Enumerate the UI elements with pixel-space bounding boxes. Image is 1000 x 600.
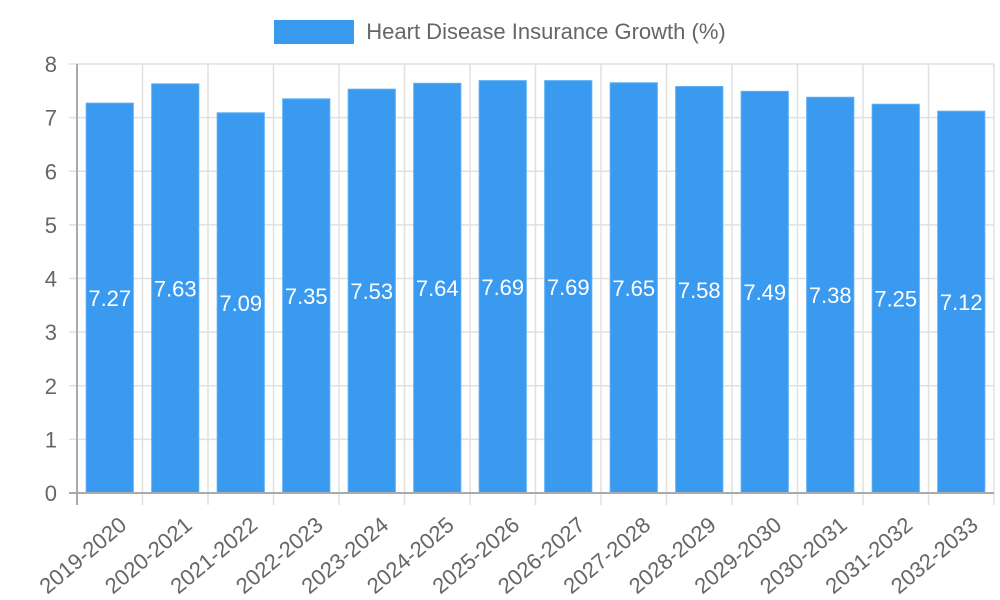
grid-lines bbox=[69, 63, 995, 505]
bar[interactable] bbox=[806, 96, 855, 494]
bar[interactable] bbox=[478, 80, 527, 494]
bar[interactable] bbox=[871, 103, 920, 494]
bar-value-label: 7.69 bbox=[547, 275, 590, 300]
legend-swatch[interactable] bbox=[274, 20, 355, 44]
bar-value-label: 7.12 bbox=[940, 290, 983, 315]
y-tick-label: 3 bbox=[45, 320, 57, 345]
bar-value-label: 7.25 bbox=[874, 287, 917, 312]
bar[interactable] bbox=[151, 83, 200, 494]
bar[interactable] bbox=[413, 82, 462, 494]
bar-value-label: 7.58 bbox=[678, 278, 721, 303]
bar[interactable] bbox=[85, 102, 134, 494]
bar-value-label: 7.64 bbox=[416, 276, 459, 301]
y-tick-label: 1 bbox=[45, 427, 57, 452]
chart-legend: Heart Disease Insurance Growth (%) bbox=[0, 18, 1000, 46]
bar-value-label: 7.69 bbox=[481, 275, 524, 300]
bar[interactable] bbox=[740, 90, 789, 494]
bar-value-label: 7.63 bbox=[154, 276, 197, 301]
y-tick-label: 4 bbox=[45, 267, 57, 292]
bar-value-label: 7.38 bbox=[809, 283, 852, 308]
bar-value-label: 7.35 bbox=[285, 284, 328, 309]
bar[interactable] bbox=[675, 86, 724, 494]
bar[interactable] bbox=[609, 82, 658, 494]
bar[interactable] bbox=[544, 80, 593, 494]
bars bbox=[85, 80, 986, 494]
bar-value-label: 7.53 bbox=[350, 279, 393, 304]
bar[interactable] bbox=[937, 110, 986, 494]
bar[interactable] bbox=[216, 112, 265, 494]
y-tick-label: 6 bbox=[45, 159, 57, 184]
y-tick-label: 5 bbox=[45, 213, 57, 238]
legend-label: Heart Disease Insurance Growth (%) bbox=[366, 19, 726, 44]
bar[interactable] bbox=[282, 98, 331, 494]
bar-value-label: 7.09 bbox=[219, 291, 262, 316]
bar-value-label: 7.27 bbox=[88, 286, 131, 311]
y-tick-label: 0 bbox=[45, 481, 57, 506]
y-tick-label: 2 bbox=[45, 374, 57, 399]
y-tick-label: 8 bbox=[45, 52, 57, 77]
bar-value-label: 7.49 bbox=[743, 280, 786, 305]
data-labels: 7.27 7.63 7.09 7.35 7.53 7.64 7.69 7.69 7.65 7.58… bbox=[88, 275, 982, 316]
y-tick-label: 7 bbox=[45, 106, 57, 131]
bar-value-label: 7.65 bbox=[612, 276, 655, 301]
